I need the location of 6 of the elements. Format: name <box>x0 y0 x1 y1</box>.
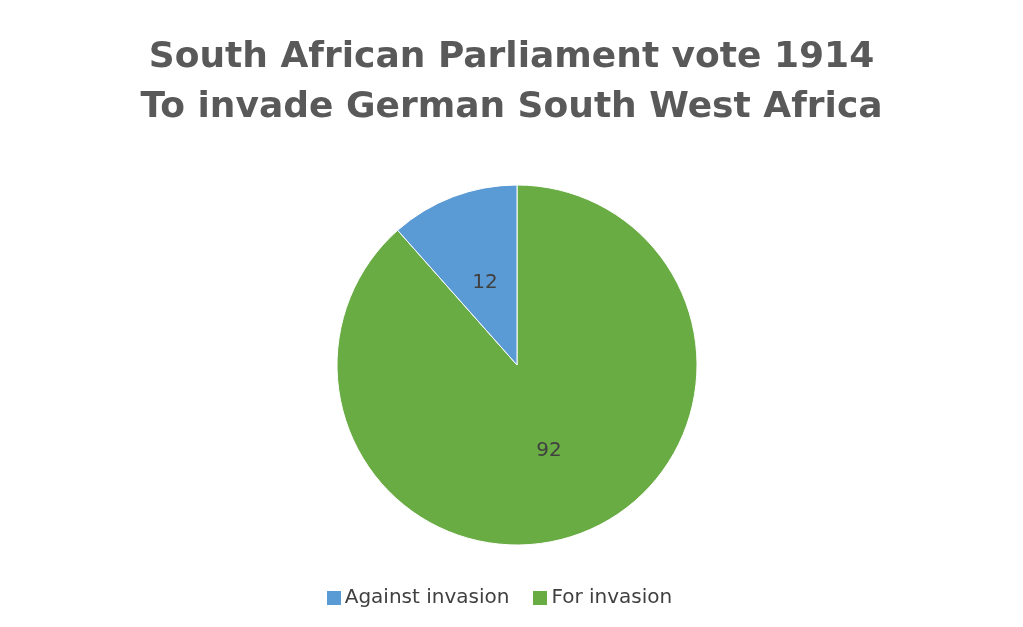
pie-slice <box>336 184 698 546</box>
legend-label: For invasion <box>551 584 673 608</box>
legend-label: Against invasion <box>344 584 510 608</box>
data-label: 12 <box>472 268 498 293</box>
data-label: 92 <box>536 437 562 462</box>
chart-title: South African Parliament vote 1914 To invade German South West Africa <box>139 33 884 127</box>
